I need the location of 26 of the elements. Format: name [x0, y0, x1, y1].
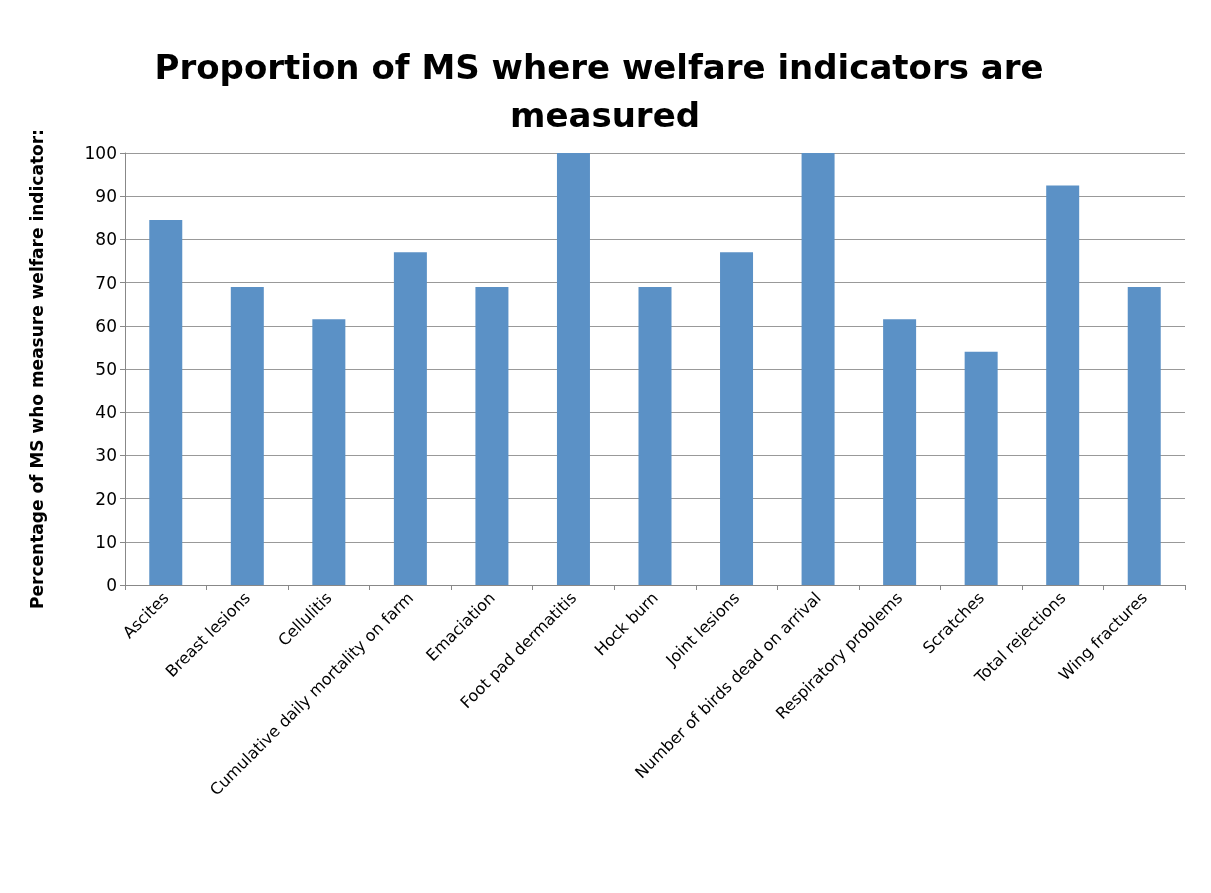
y-tick-label: 70 — [95, 272, 117, 293]
y-tick-label: 100 — [84, 143, 117, 163]
chart-title: Proportion of MS where welfare indicators are measured — [154, 47, 1056, 135]
y-tick-label: 60 — [95, 315, 117, 336]
bar — [149, 219, 183, 585]
y-tick-label: 40 — [95, 402, 117, 423]
bar — [964, 351, 998, 585]
y-tick-label: 20 — [95, 488, 117, 509]
bar — [720, 252, 754, 585]
y-tick-label: 50 — [95, 359, 117, 379]
bar — [230, 286, 264, 585]
bar — [1127, 286, 1161, 585]
y-tick-label: 80 — [95, 229, 117, 250]
bar — [801, 153, 835, 585]
y-axis-title: Percentage of MS who measure welfare indicator: — [26, 129, 47, 609]
y-tick-label: 30 — [95, 445, 117, 466]
y-tick-label: 90 — [95, 186, 117, 207]
bar — [393, 252, 427, 585]
bar — [1046, 185, 1080, 585]
y-tick-label: 0 — [106, 575, 117, 595]
y-tick-label: 10 — [95, 531, 117, 552]
bar — [475, 286, 509, 585]
bar — [638, 286, 672, 585]
bar — [883, 319, 917, 585]
bar — [312, 319, 346, 585]
bar — [556, 153, 590, 585]
